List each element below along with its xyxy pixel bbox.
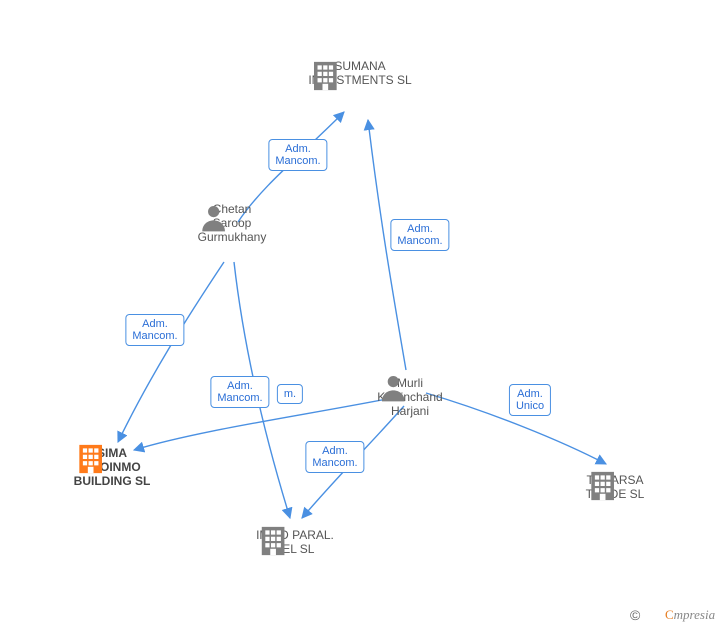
watermark: Cmpresia bbox=[665, 607, 715, 623]
edge-label: Adm. Unico bbox=[509, 384, 551, 416]
edge-label: Adm. Mancom. bbox=[210, 376, 269, 408]
edge-label: Adm. Mancom. bbox=[305, 441, 364, 473]
edge-label: Adm. Mancom. bbox=[125, 314, 184, 346]
edge-label: Adm. Mancom. bbox=[390, 219, 449, 251]
edge-layer bbox=[0, 0, 728, 630]
edge bbox=[118, 262, 224, 442]
copyright-symbol: © bbox=[630, 607, 640, 623]
edge-label: m. bbox=[277, 384, 303, 404]
edge-label: Adm. Mancom. bbox=[268, 139, 327, 171]
